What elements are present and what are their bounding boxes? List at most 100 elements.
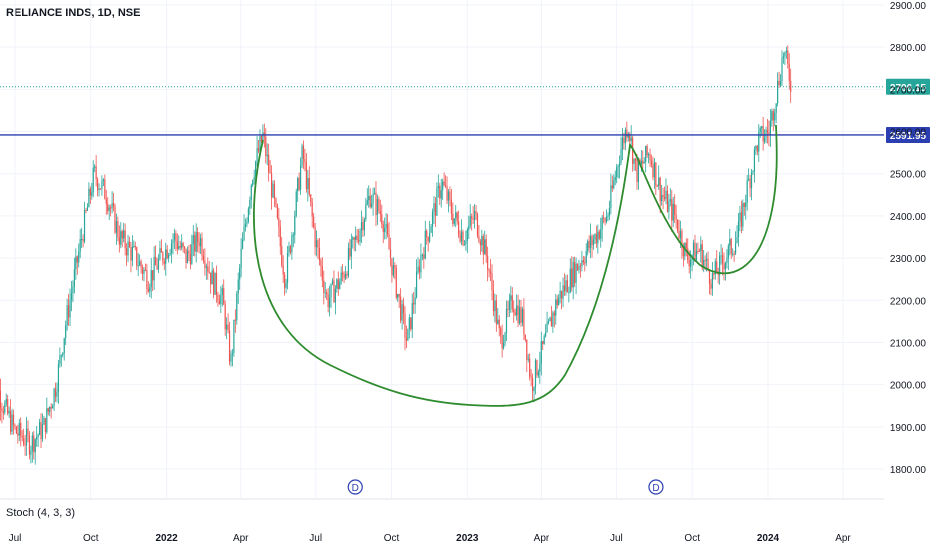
candle-body	[244, 224, 247, 227]
candle-body	[697, 250, 699, 252]
candle-body	[112, 203, 115, 207]
dividend-marker	[648, 479, 664, 495]
cup-and-handle-drawing[interactable]	[253, 124, 778, 407]
candle-body	[313, 216, 315, 227]
candle-body	[524, 334, 526, 340]
time-tick-label: 2023	[456, 533, 479, 544]
time-tick-label: 2022	[155, 533, 178, 544]
candle-body	[262, 132, 264, 142]
candle-body	[790, 80, 792, 92]
candle-body	[239, 267, 241, 280]
candle-body	[315, 240, 318, 248]
candle-body	[38, 422, 41, 435]
candle-body	[12, 414, 15, 426]
candle-body	[719, 255, 721, 276]
price-tick-label: 2600.00	[890, 128, 927, 139]
price-axis[interactable]: 1800.00 1900.00 2000.00 2100.00 2200.00 2300.…	[890, 1, 927, 476]
candle-body	[31, 435, 33, 451]
indicator-label[interactable]: Stoch (4, 3, 3)	[6, 507, 76, 519]
candle-body	[30, 450, 32, 455]
price-lines-layer: 2591.95 2706.15	[0, 78, 930, 143]
candle-body	[0, 390, 2, 409]
candle-body	[33, 435, 35, 453]
candle-body	[218, 300, 220, 305]
candle-body	[678, 230, 680, 239]
candle-body	[436, 188, 438, 216]
candle-body	[578, 266, 580, 271]
candle-body	[534, 360, 537, 388]
candle-body	[431, 211, 434, 227]
candle-body	[626, 129, 628, 138]
candle-body	[340, 272, 342, 282]
candle-body	[324, 292, 326, 294]
candle-body	[326, 292, 328, 295]
candle-body	[11, 414, 13, 432]
candle-body	[569, 268, 571, 293]
candle-body	[655, 162, 657, 186]
candle-body	[297, 177, 299, 192]
candle-body	[212, 270, 215, 295]
time-tick-label: Jul	[610, 533, 623, 544]
candle-body	[495, 300, 497, 324]
candle-body	[360, 221, 363, 231]
candle-body	[427, 237, 429, 242]
candle-body	[276, 205, 278, 219]
candle-body	[698, 250, 700, 252]
candle-body	[195, 232, 197, 252]
candle-body	[458, 221, 460, 235]
candle-body	[375, 192, 377, 215]
candle-body	[310, 194, 312, 203]
candle-body	[504, 333, 506, 343]
candle-body	[400, 296, 402, 321]
candle-body	[565, 280, 567, 292]
price-line-tag	[886, 78, 930, 95]
candle-body	[284, 274, 286, 288]
candle-body	[469, 216, 471, 226]
candle-body	[356, 235, 358, 241]
candle-body	[37, 434, 39, 438]
candle-body	[444, 185, 447, 187]
candle-body	[259, 136, 261, 152]
candle-body	[466, 230, 468, 242]
candle-body	[666, 190, 669, 212]
candle-body	[476, 213, 479, 237]
candle-body	[136, 247, 138, 266]
candle-body	[555, 299, 557, 316]
candle-body	[768, 132, 770, 135]
candle-body	[513, 309, 515, 313]
candle-body	[703, 259, 705, 268]
time-axis[interactable]: Jul Oct 2022 Apr Jul Oct 2023 Apr Jul Oct 2024 Apr	[9, 533, 852, 544]
candle-body	[411, 303, 413, 330]
candle-body	[566, 280, 568, 293]
candle-body	[110, 207, 112, 209]
candle-body	[547, 321, 550, 323]
candle-body	[40, 422, 42, 440]
candle-body	[540, 341, 542, 364]
candle-body	[749, 178, 751, 189]
candle-body	[121, 231, 123, 239]
candle-body	[550, 317, 553, 327]
candle-body	[278, 218, 280, 227]
candle-body	[450, 199, 452, 214]
candle-body	[478, 236, 480, 242]
candle-body	[630, 137, 632, 141]
candle-body	[88, 188, 90, 208]
dividend-marker-label: D	[652, 483, 659, 494]
candle-body	[701, 244, 703, 268]
candle-body	[539, 363, 541, 372]
candle-body	[43, 418, 45, 425]
candle-body	[349, 248, 351, 257]
candle-body	[14, 425, 16, 428]
candle-body	[497, 319, 499, 324]
candle-body	[579, 266, 582, 268]
candle-body	[568, 292, 570, 294]
candle-body	[204, 260, 206, 268]
candle-body	[241, 239, 244, 249]
candle-body	[484, 239, 486, 255]
candle-body	[269, 172, 271, 174]
candle-body	[117, 221, 119, 238]
candle-body	[714, 261, 716, 275]
candle-body	[517, 305, 519, 324]
